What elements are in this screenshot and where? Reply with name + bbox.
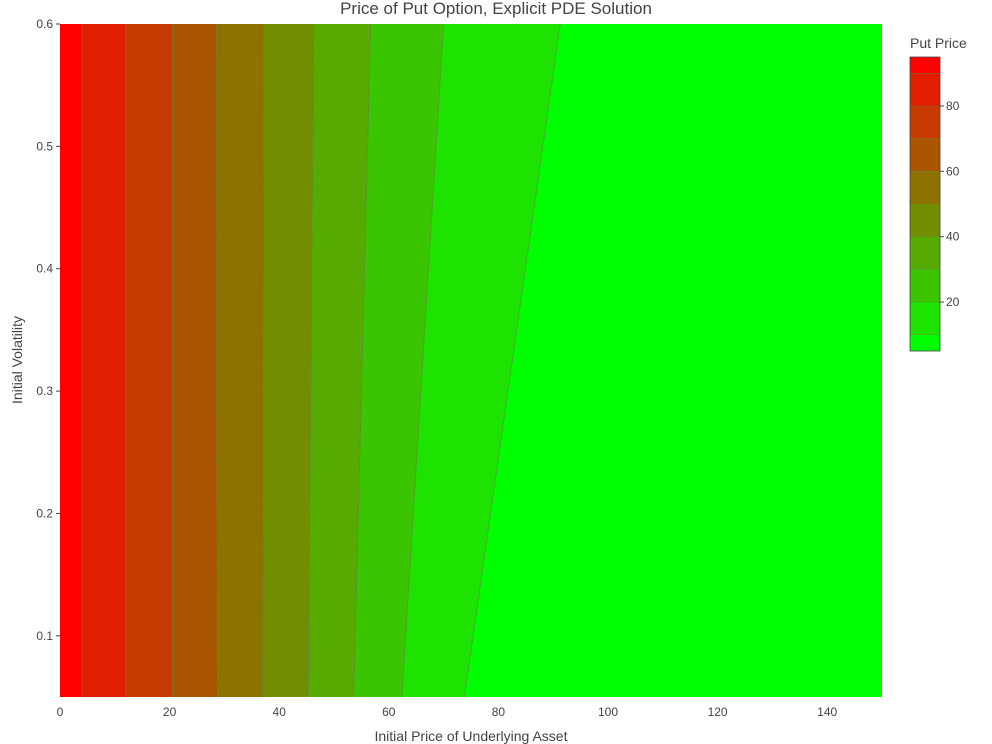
x-tick-label: 60 xyxy=(382,705,396,719)
y-tick-label: 0.2 xyxy=(36,506,53,520)
colorbar-swatch xyxy=(910,57,940,74)
contour-band xyxy=(464,24,882,697)
contour-band xyxy=(308,24,371,697)
x-tick-label: 40 xyxy=(273,705,287,719)
contour-band xyxy=(216,24,264,697)
colorbar-tick-label: 20 xyxy=(946,295,960,309)
contour-band xyxy=(125,24,173,697)
colorbar-frame xyxy=(909,56,941,352)
contour-band xyxy=(60,24,82,697)
contour-line xyxy=(353,24,372,697)
y-tick-label: 0.3 xyxy=(36,384,53,398)
colorbar-swatch xyxy=(910,138,940,172)
contour-band xyxy=(262,24,314,697)
contour-line xyxy=(215,24,218,697)
x-axis-title: Initial Price of Underlying Asset xyxy=(375,728,568,744)
contour-line xyxy=(464,24,561,697)
y-axis-ticks: 0.1 0.2 0.3 0.4 0.5 0.6 xyxy=(36,17,60,643)
colorbar-title: Put Price xyxy=(910,35,967,51)
contour-bands xyxy=(60,24,882,697)
contour-line xyxy=(262,24,265,697)
x-tick-label: 100 xyxy=(598,705,618,719)
colorbar-swatch xyxy=(910,269,940,302)
contour-band xyxy=(81,24,126,697)
colorbar-swatch xyxy=(910,334,940,351)
x-tick-label: 80 xyxy=(492,705,506,719)
colorbar-tick-label: 40 xyxy=(946,230,960,244)
colorbar-tick-label: 60 xyxy=(946,164,960,178)
colorbar: 20 40 60 80 xyxy=(909,56,960,352)
y-tick-label: 0.1 xyxy=(36,629,53,643)
contour-line xyxy=(401,24,444,697)
x-tick-label: 140 xyxy=(817,705,837,719)
colorbar-swatch xyxy=(910,73,940,106)
x-tick-label: 20 xyxy=(163,705,177,719)
chart-title: Price of Put Option, Explicit PDE Soluti… xyxy=(340,0,652,18)
colorbar-tick-label: 80 xyxy=(946,99,960,113)
colorbar-swatch xyxy=(910,171,940,204)
x-axis-ticks: 0 20 40 60 80 100 120 140 xyxy=(57,705,838,719)
x-tick-label: 120 xyxy=(708,705,728,719)
contour-band xyxy=(401,24,561,697)
contour-band xyxy=(172,24,218,697)
contour-band xyxy=(353,24,444,697)
colorbar-swatch xyxy=(910,236,940,270)
y-tick-label: 0.6 xyxy=(36,17,53,31)
contour-line xyxy=(307,24,315,697)
y-tick-label: 0.4 xyxy=(36,262,53,276)
x-tick-label: 0 xyxy=(57,705,64,719)
y-axis-title: Initial Volatility xyxy=(9,316,25,404)
y-tick-label: 0.5 xyxy=(36,139,53,153)
colorbar-swatch xyxy=(910,302,940,335)
colorbar-swatch xyxy=(910,106,940,139)
colorbar-swatch xyxy=(910,204,940,237)
